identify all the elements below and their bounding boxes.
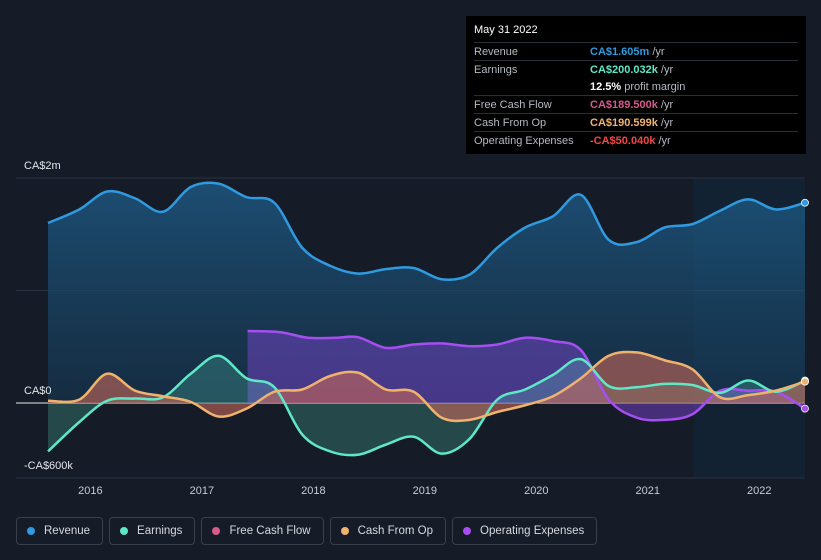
tooltip-row: Cash From Op CA$190.599k/yr — [474, 113, 798, 131]
tooltip-row-value: CA$190.599k — [590, 116, 658, 129]
revenue-end-point — [801, 198, 809, 207]
operating-expenses-end-point — [801, 404, 809, 413]
earnings-line — [47, 354, 806, 457]
tooltip-row-label: Revenue — [474, 45, 519, 58]
cash-from-op-end-point — [801, 377, 809, 386]
y-tick-label-top: CA$2m — [24, 160, 61, 172]
tooltip-row-label: Cash From Op — [474, 116, 547, 129]
legend-label: Cash From Op — [357, 525, 434, 537]
x-tick-label: 2019 — [412, 485, 438, 497]
operating-expenses-area — [247, 331, 805, 421]
tooltip-rows: Revenue CA$1.605m/yr Earnings CA$200.032k/y… — [474, 42, 798, 149]
tooltip-row: Free Cash Flow CA$189.500k/yr — [474, 95, 798, 113]
cash-from-op-line — [47, 350, 806, 423]
tooltip-row-value: CA$200.032k — [590, 63, 658, 76]
legend-item-revenue[interactable]: Revenue — [16, 517, 104, 545]
series-end-dots — [801, 198, 809, 413]
y-tick-label-bottom: -CA$600k — [24, 460, 73, 472]
legend-item-operating-expenses[interactable]: Operating Expenses — [452, 517, 598, 545]
tooltip-row-unit: /yr — [660, 116, 674, 129]
tooltip-row-unit: /yr — [660, 98, 674, 111]
revenue-line — [47, 181, 806, 282]
tooltip-row: 12.5% profit margin — [474, 78, 798, 95]
operating-expenses-line — [247, 329, 806, 422]
tooltip-row: Operating Expenses -CA$50.040k/yr — [474, 131, 798, 149]
x-tick-label: 2017 — [189, 485, 215, 497]
tooltip-row-value: 12.5% — [590, 80, 622, 93]
x-tick-label: 2018 — [301, 485, 326, 497]
series-lines — [47, 181, 806, 457]
tooltip-row: Revenue CA$1.605m/yr — [474, 42, 798, 60]
tooltip-row-label: Operating Expenses — [474, 134, 574, 147]
legend-item-earnings[interactable]: Earnings — [109, 517, 196, 545]
legend-label: Operating Expenses — [480, 525, 585, 537]
tooltip-date: May 31 2022 — [474, 24, 538, 36]
legend-dot-icon — [27, 527, 35, 535]
legend-dot-icon — [120, 527, 129, 535]
legend-dot-icon — [340, 527, 349, 535]
tooltip-row: Earnings CA$200.032k/yr — [474, 60, 798, 78]
series-areas — [48, 182, 805, 456]
x-tick-label: 2016 — [78, 485, 103, 497]
legend-dot-icon — [212, 527, 221, 535]
tooltip-row-unit: profit margin — [624, 80, 686, 93]
chart-legend: Revenue Earnings Free Cash Flow Cash From O… — [16, 517, 598, 545]
legend-label: Revenue — [44, 525, 91, 537]
tooltip-row-label: Earnings — [474, 63, 518, 76]
y-tick-label-zero: CA$0 — [24, 385, 52, 397]
revenue-area — [48, 182, 805, 403]
legend-dot-icon — [463, 527, 472, 535]
tooltip-row-value: CA$1.605m — [590, 45, 650, 58]
legend-label: Earnings — [137, 525, 183, 537]
x-tick-label: 2021 — [635, 485, 661, 497]
tooltip-row-label: Free Cash Flow — [474, 98, 552, 111]
data-tooltip: May 31 2022 Revenue CA$1.605m/yr Earnings C… — [466, 16, 806, 154]
x-tick-label: 2020 — [524, 485, 549, 497]
tooltip-row-value: CA$189.500k — [590, 98, 658, 111]
legend-label: Free Cash Flow — [229, 525, 311, 537]
tooltip-row-unit: /yr — [660, 63, 674, 76]
x-tick-label: 2022 — [747, 485, 772, 497]
earnings-area — [48, 355, 805, 456]
free-cash-flow-area — [48, 351, 805, 421]
legend-item-free-cash-flow[interactable]: Free Cash Flow — [201, 517, 324, 545]
tooltip-row-value: -CA$50.040k — [590, 134, 656, 147]
tooltip-row-unit: /yr — [652, 45, 665, 58]
cash-from-op-area — [48, 351, 805, 421]
legend-item-cash-from-op[interactable]: Cash From Op — [329, 517, 447, 545]
tooltip-row-unit: /yr — [658, 134, 671, 147]
